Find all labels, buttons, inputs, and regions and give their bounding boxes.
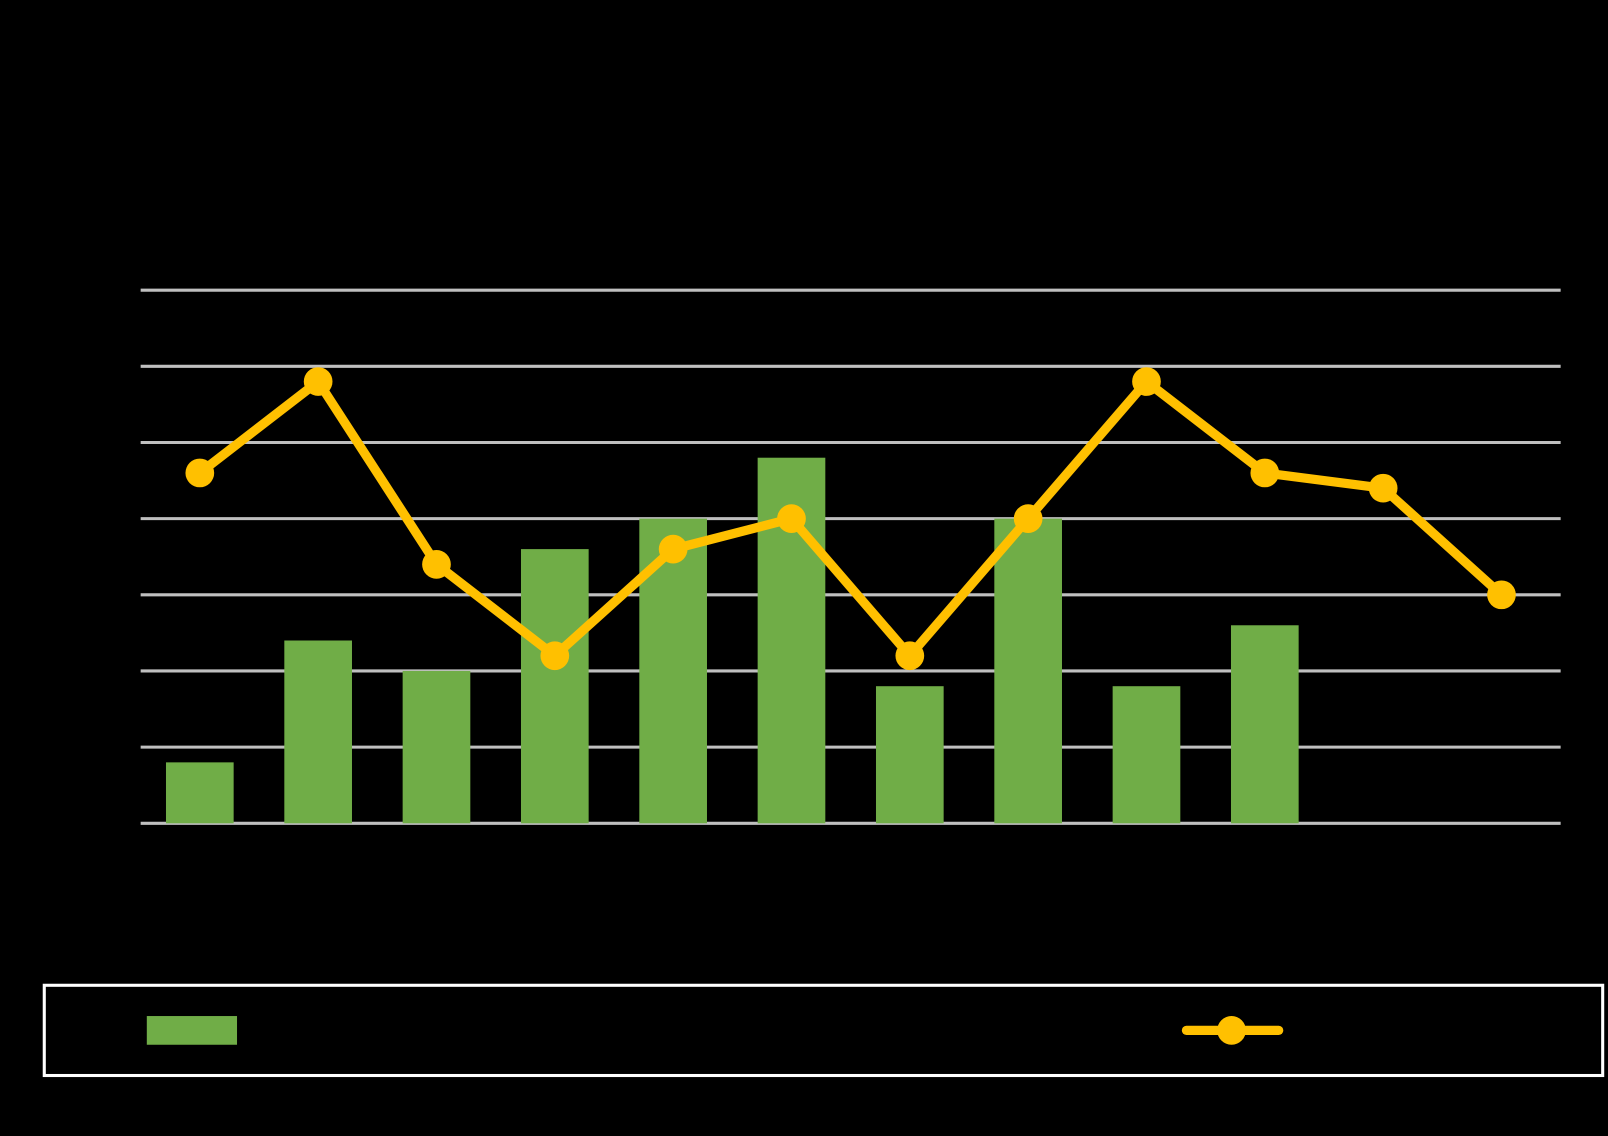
line-marker: [1013, 504, 1043, 533]
bar: [1112, 686, 1181, 824]
line-marker: [658, 534, 688, 564]
line: [196, 376, 1505, 661]
legend-marker: [1217, 1016, 1246, 1045]
line-marker: [1368, 473, 1398, 503]
bar: [875, 686, 944, 824]
bar: [165, 762, 234, 824]
line-marker: [1250, 458, 1280, 488]
line-marker: [1132, 367, 1161, 396]
line-marker: [1487, 580, 1516, 610]
legend-swatch: [146, 1016, 238, 1045]
bar: [1230, 625, 1299, 824]
bar: [994, 518, 1062, 824]
bar: [402, 670, 471, 824]
line-marker: [895, 641, 925, 671]
line-marker: [777, 504, 806, 533]
line-marker: [303, 367, 333, 396]
line-marker: [422, 549, 451, 579]
bar: [284, 640, 352, 824]
bar: [520, 549, 589, 824]
line-marker: [185, 458, 215, 488]
legend-box: [42, 983, 1605, 1078]
line-marker: [540, 641, 570, 671]
